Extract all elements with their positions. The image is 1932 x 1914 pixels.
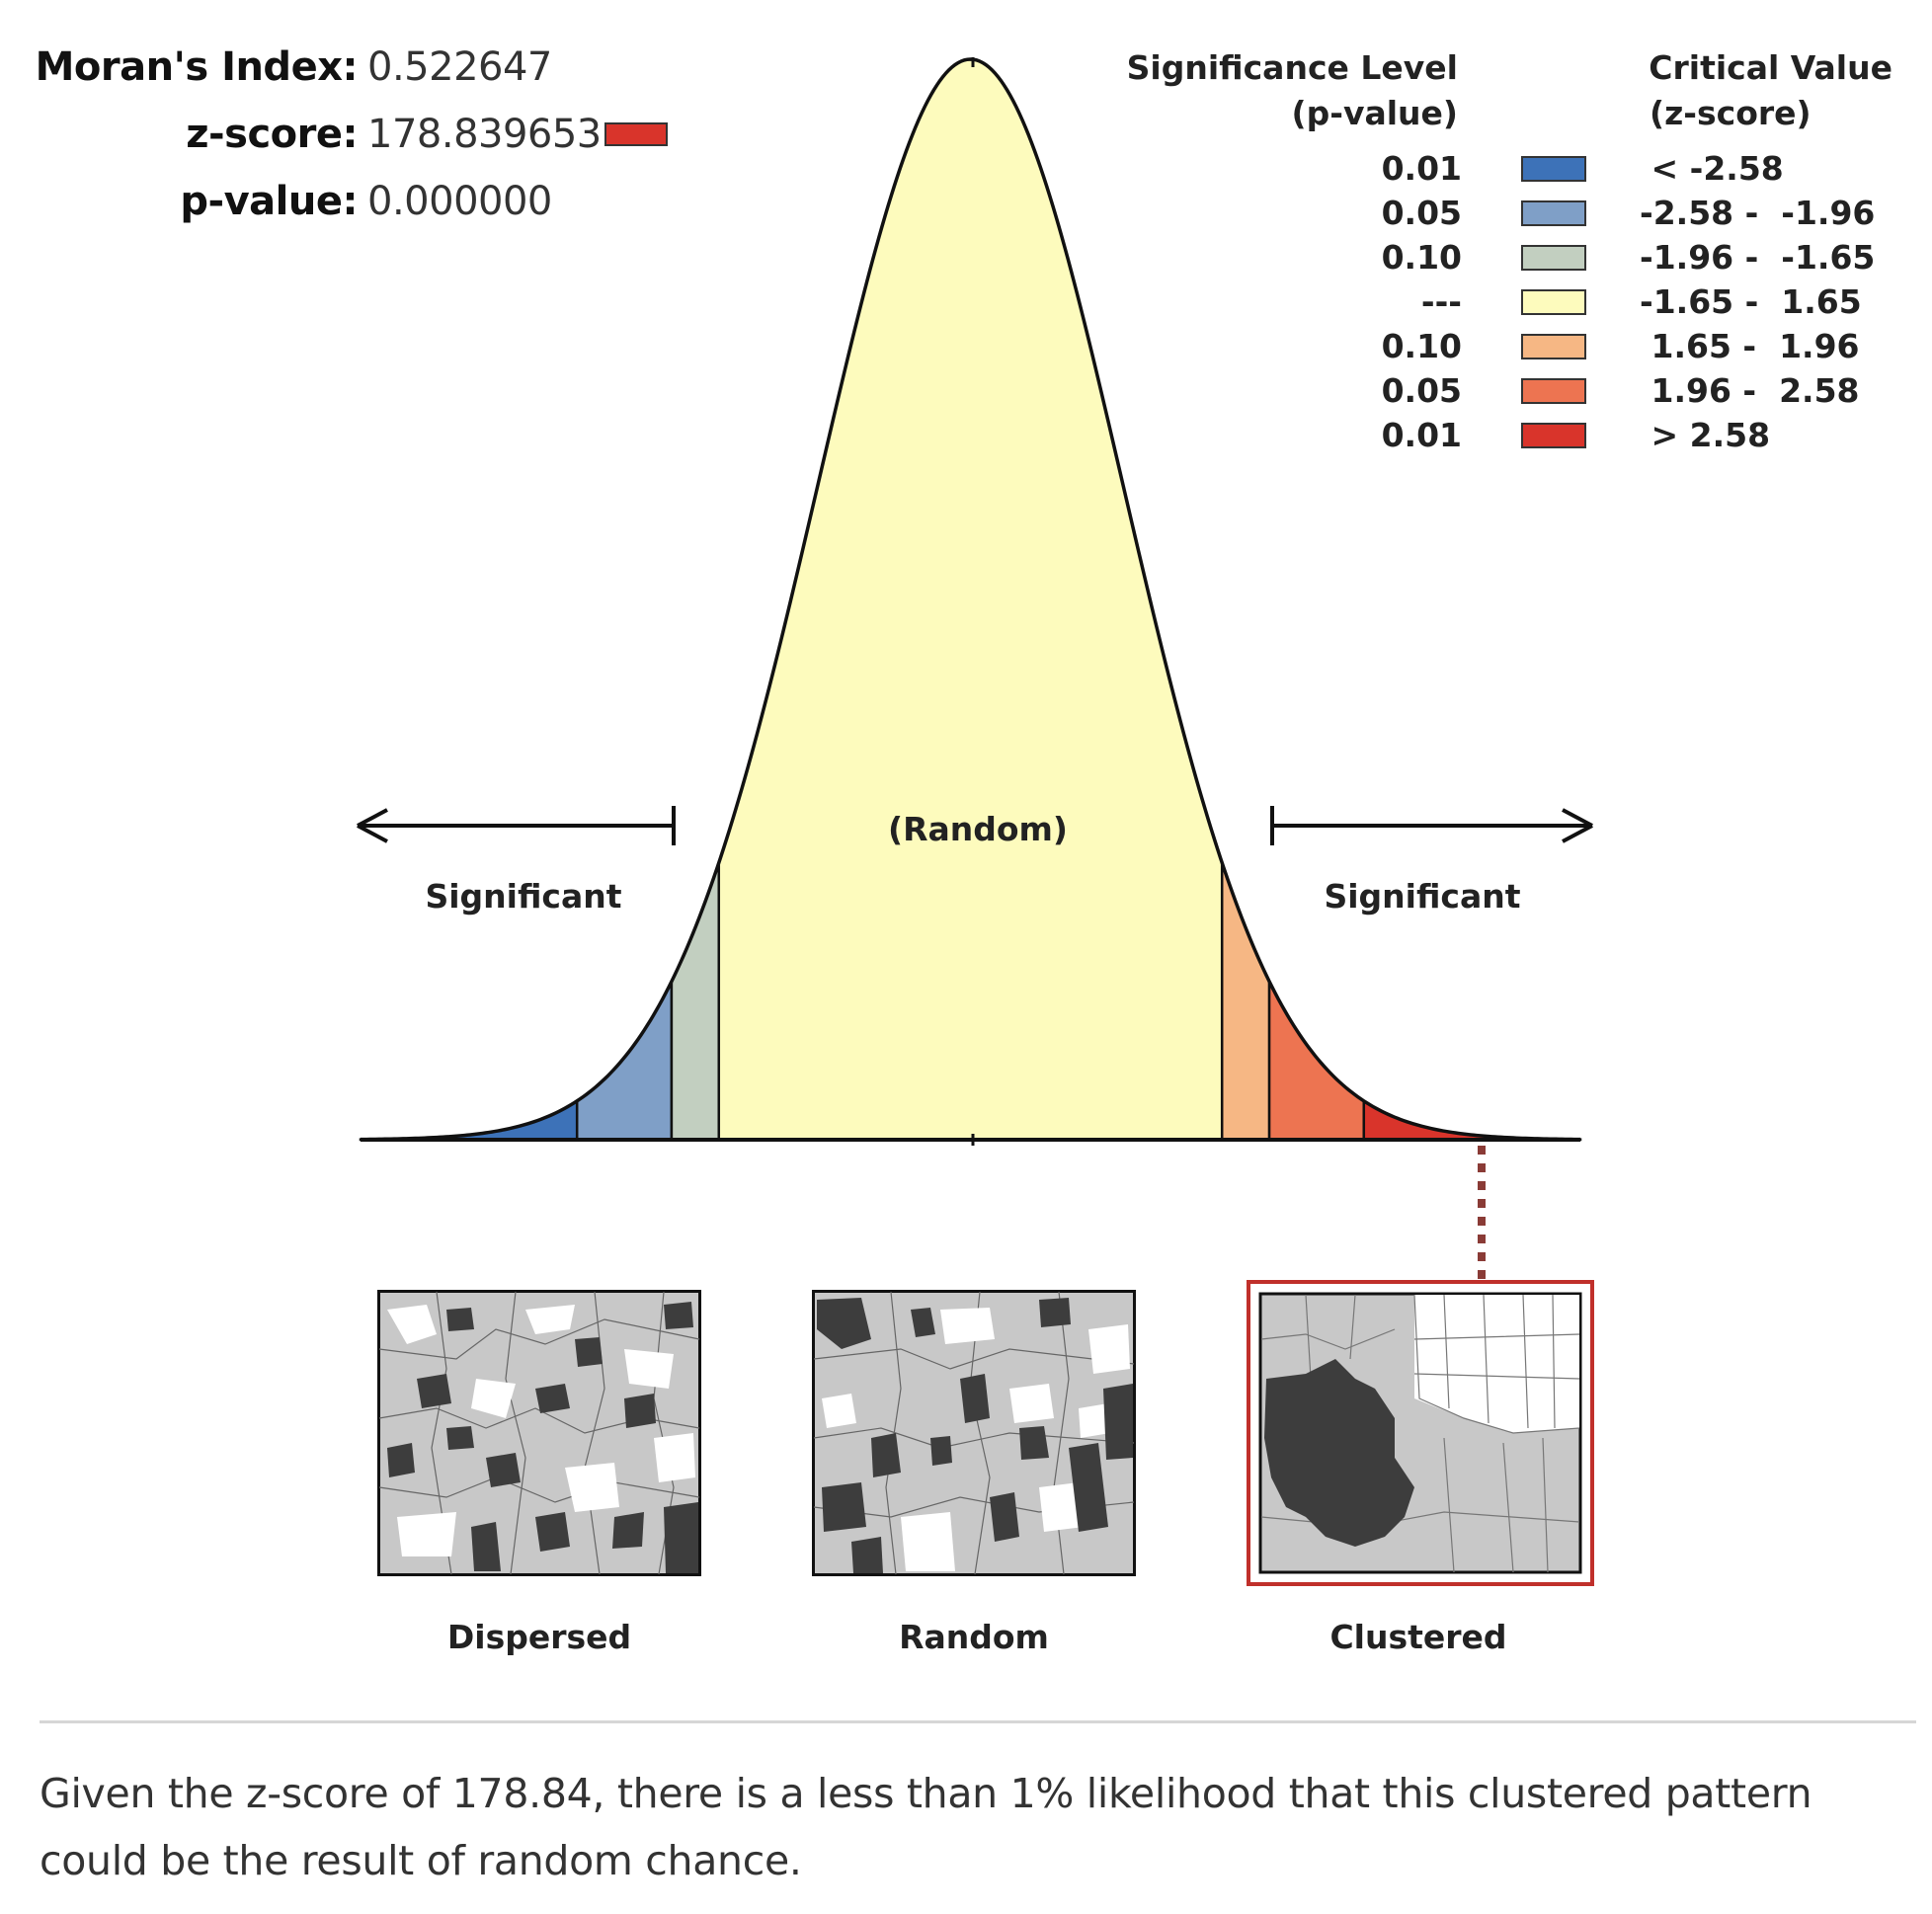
legend-critical-value: > 2.58 — [1640, 416, 1771, 454]
legend-significance-header-line2: (p-value) — [1291, 94, 1458, 132]
curve-bands — [359, 57, 1582, 1142]
legend-critical-value: -1.96 - -1.65 — [1640, 238, 1876, 277]
legend-color-swatch — [1521, 378, 1586, 404]
legend-p-value: 0.01 — [1381, 416, 1462, 454]
legend-critical-value: 1.65 - 1.96 — [1640, 327, 1860, 365]
legend-color-swatch — [1521, 289, 1586, 315]
legend-p-value: 0.05 — [1381, 371, 1462, 410]
left-significant-arrow — [357, 806, 676, 845]
legend-row: 0.01 > 2.58 — [0, 413, 1932, 458]
legend-p-value: 0.05 — [1381, 194, 1462, 232]
z-score-label: z-score: — [186, 112, 358, 157]
legend-color-swatch — [1521, 423, 1586, 448]
legend-p-value: --- — [1420, 282, 1462, 321]
legend-row: 0.10 -1.96 - -1.65 — [0, 235, 1932, 280]
legend-color-swatch — [1521, 245, 1586, 271]
legend-row: 0.01 < -2.58 — [0, 146, 1932, 192]
legend-row: 0.05 1.96 - 2.58 — [0, 368, 1932, 414]
legend-row: 0.10 1.65 - 1.96 — [0, 324, 1932, 369]
legend-color-swatch — [1521, 156, 1586, 182]
legend-color-swatch — [1521, 200, 1586, 226]
random-center-label: (Random) — [887, 810, 1068, 848]
legend-critical-value: 1.96 - 2.58 — [1640, 371, 1860, 410]
separator-line — [40, 1720, 1916, 1723]
legend-critical-header: Critical Value (z-score) — [1620, 45, 1892, 136]
curve-band-2 — [670, 862, 721, 1142]
morans-index-label: Moran's Index: — [35, 44, 359, 90]
curve-band-3 — [717, 57, 1224, 1142]
legend-critical-header-line1: Critical Value — [1649, 48, 1892, 87]
legend-p-value: 0.01 — [1381, 149, 1462, 188]
clustered-pattern-map — [1247, 1280, 1594, 1586]
curve-band-4 — [1220, 862, 1271, 1142]
dispersed-caption: Dispersed — [446, 1618, 632, 1656]
clustered-caption: Clustered — [1329, 1618, 1507, 1656]
summary-text: Given the z-score of 178.84, there is a … — [40, 1770, 1812, 1884]
legend-p-value: 0.10 — [1381, 327, 1462, 365]
legend-critical-value: < -2.58 — [1640, 149, 1784, 188]
right-significant-label: Significant — [1324, 877, 1521, 916]
legend-critical-value: -1.65 - 1.65 — [1640, 282, 1862, 321]
curve-outline — [360, 57, 1581, 1142]
legend-row: --- -1.65 - 1.65 — [0, 279, 1932, 325]
legend-critical-header-line2: (z-score) — [1650, 94, 1811, 132]
legend-p-value: 0.10 — [1381, 238, 1462, 277]
legend-critical-value: -2.58 - -1.96 — [1640, 194, 1876, 232]
legend-significance-header-line1: Significance Level — [1126, 48, 1458, 87]
legend-color-swatch — [1521, 334, 1586, 359]
legend-significance-header: Significance Level (p-value) — [1106, 45, 1458, 136]
legend-row: 0.05 -2.58 - -1.96 — [0, 191, 1932, 236]
normal-distribution-chart — [357, 57, 1593, 1280]
p-value-label: p-value: — [180, 179, 358, 224]
left-significant-label: Significant — [425, 877, 622, 916]
dispersed-pattern-map — [377, 1290, 701, 1576]
random-caption: Random — [899, 1618, 1049, 1656]
z-score-color-swatch — [604, 122, 668, 146]
right-significant-arrow — [1270, 806, 1593, 845]
random-pattern-map — [812, 1290, 1136, 1576]
